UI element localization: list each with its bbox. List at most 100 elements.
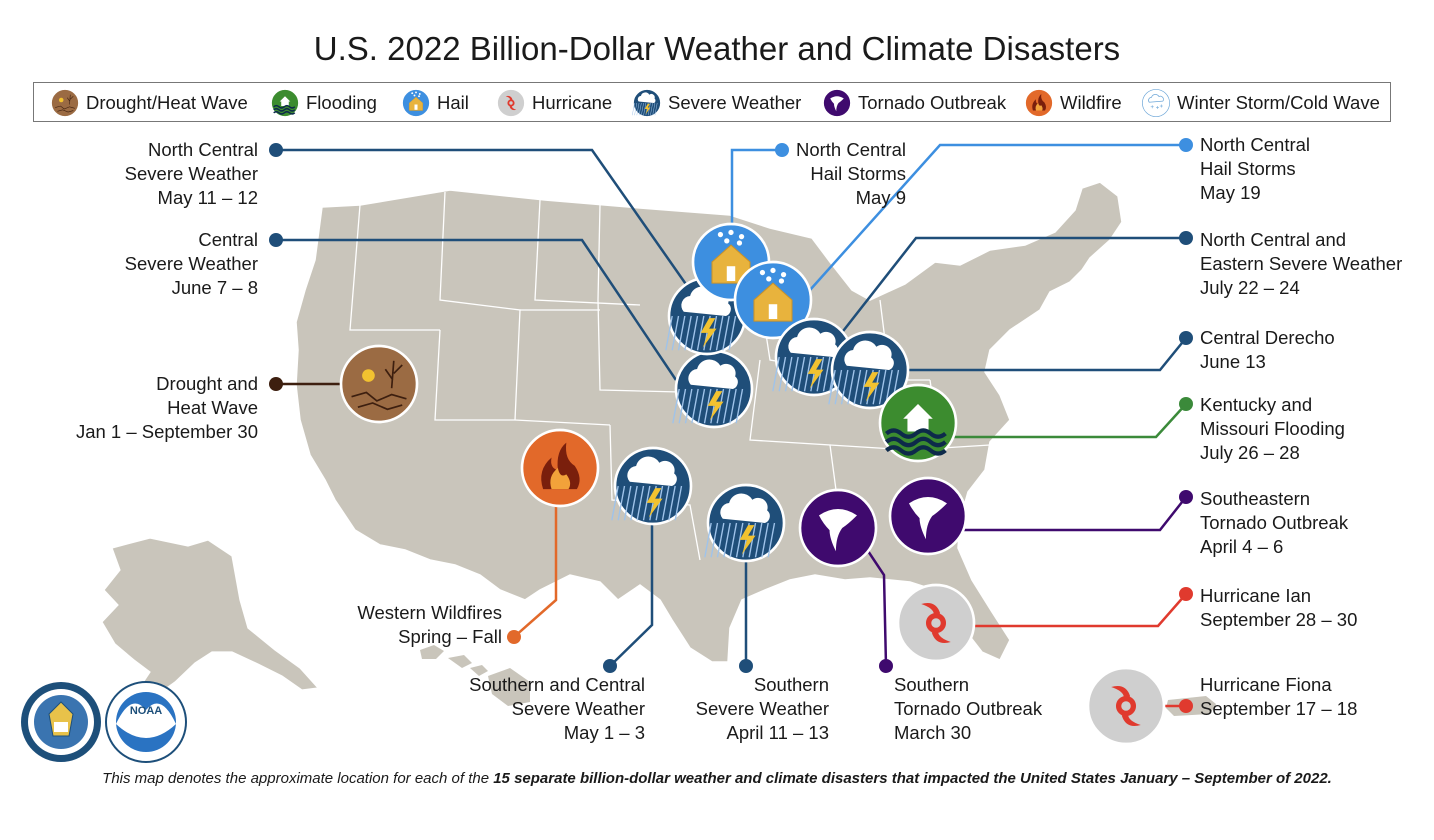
hail-icon [733,260,813,340]
leader-line-hurricane-ian [972,593,1187,628]
legend: Drought/Heat Wave Flooding Hail Hurricane Se… [33,82,1391,122]
hurricane-icon [1086,666,1166,746]
event-label-line: Hail Storms [1200,158,1296,179]
winter-icon [1142,89,1170,117]
leader-line-ky-mo-flooding [954,403,1187,439]
severe-icon [672,349,754,429]
event-label-nc-hail-may19: North Central Hail Storms May 19 [1200,133,1310,205]
event-label-nce-severe-july: North Central and Eastern Severe Weather J… [1200,228,1402,300]
event-label-line: Hurricane Fiona [1200,674,1332,695]
leader-line-nce-severe-july [839,236,1186,336]
severe-icon [828,330,910,410]
legend-label: Flooding [306,92,377,113]
wildfire-icon [520,428,600,508]
event-label-line: March 30 [894,722,972,743]
drought-icon [339,344,419,424]
severe-icon [704,483,786,563]
event-markers [339,222,1166,746]
noaa-logo: NOAA [105,681,187,763]
leader-dot-se-tornado [1179,490,1193,504]
map-title: U.S. 2022 Billion-Dollar Weather and Cli… [313,30,1121,67]
legend-item-hurricane: Hurricane [496,87,612,119]
leader-line-southern-tornado-march [864,547,888,667]
tornado-icon [798,488,878,568]
tornado-icon [822,88,852,118]
legend-label: Drought/Heat Wave [86,92,248,113]
event-label-line: Severe Weather [511,698,645,719]
leader-dot-nc-severe-may [269,143,283,157]
leader-dot-nc-hail-may9 [775,143,789,157]
event-label-line: Central Derecho [1200,327,1335,348]
leader-line-nc-hail-may19 [809,143,1186,291]
event-label-line: May 19 [1200,182,1261,203]
event-label-southern-tornado-march: Southern Tornado Outbreak March 30 [894,673,1042,745]
tornado-icon [888,476,968,556]
event-label-line: September 28 – 30 [1200,609,1358,630]
event-label-line: North Central and [1200,229,1347,250]
event-label-line: North Central [1200,134,1311,155]
event-label-line: May 9 [855,187,906,208]
event-label-nc-severe-may: North Central Severe Weather May 11 – 12 [125,138,258,210]
flooding-icon [270,88,300,118]
event-label-line: Heat Wave [167,397,258,418]
leader-line-central-severe-june [276,238,678,381]
event-label-line: Spring – Fall [398,626,502,647]
event-label-line: Western Wildfires [357,602,502,623]
event-label-line: July 22 – 24 [1200,277,1300,298]
event-label-drought: Drought and Heat Wave Jan 1 – September 30 [76,372,258,444]
legend-item-wildfire: Wildfire [1024,87,1122,119]
flooding-icon [878,383,958,463]
event-label-line: Kentucky and [1200,394,1313,415]
legend-label: Tornado Outbreak [858,92,1007,113]
footnote: This map denotes the approximate locatio… [0,770,1434,787]
hawaii-island-1 [420,645,444,659]
legend-label: Severe Weather [668,92,802,113]
leader-line-central-derecho [906,337,1187,372]
footnote-prefix: This map denotes the approximate locatio… [102,770,494,787]
hurricane-icon [496,88,526,118]
department-of-commerce-seal [21,682,101,762]
event-label-line: April 4 – 6 [1200,536,1284,557]
noaa-logo-text: NOAA [130,705,162,717]
legend-item-hail: Hail [401,87,469,119]
event-label-line: Tornado Outbreak [1200,512,1349,533]
event-label-line: Severe Weather [124,253,258,274]
hawaii-island-3 [470,665,488,676]
event-label-line: September 17 – 18 [1200,698,1358,719]
event-label-line: July 26 – 28 [1200,442,1300,463]
legend-item-severe: Severe Weather [632,87,801,119]
event-label-line: Southern [894,674,970,695]
legend-item-tornado: Tornado Outbreak [822,87,1006,119]
leader-dot-southern-tornado-march [879,659,893,673]
alaska-outline [101,537,320,712]
legend-label: Hail [437,92,469,113]
legend-item-winter: Winter Storm/Cold Wave [1141,87,1380,119]
leader-lines [269,138,1193,713]
event-label-line: Southern and Central [469,674,645,695]
leader-line-sc-severe-may [609,522,654,667]
legend-label: Hurricane [532,92,613,113]
legend-item-drought: Drought/Heat Wave [50,87,248,119]
hail-icon [401,88,431,118]
leader-dot-nc-hail-may19 [1179,138,1193,152]
event-label-line: May 11 – 12 [157,187,258,208]
leader-dot-ky-mo-flooding [1179,397,1193,411]
leader-line-nc-severe-may [276,148,692,291]
event-label-central-severe-june: Central Severe Weather June 7 – 8 [125,228,258,300]
event-label-hurricane-fiona: Hurricane Fiona September 17 – 18 [1200,673,1357,721]
event-label-line: Southeastern [1200,488,1311,509]
leader-line-nc-hail-may9 [730,148,782,226]
leader-line-western-wildfires [513,504,558,638]
event-label-line: Jan 1 – September 30 [75,421,258,442]
event-label-line: Severe Weather [695,698,829,719]
event-label-line: May 1 – 3 [563,722,645,743]
hawaii-island-4 [488,668,530,706]
event-label-central-derecho: Central Derecho June 13 [1200,326,1335,374]
event-label-line: June 13 [1200,351,1266,372]
leader-dot-central-derecho [1179,331,1193,345]
event-label-sc-severe-may: Southern and Central Severe Weather May 1 … [469,673,645,745]
event-label-line: April 11 – 13 [726,722,830,743]
event-label-western-wildfires: Western Wildfires Spring – Fall [357,601,502,649]
event-label-hurricane-ian: Hurricane Ian September 28 – 30 [1200,584,1357,632]
event-label-line: Central [198,229,258,250]
